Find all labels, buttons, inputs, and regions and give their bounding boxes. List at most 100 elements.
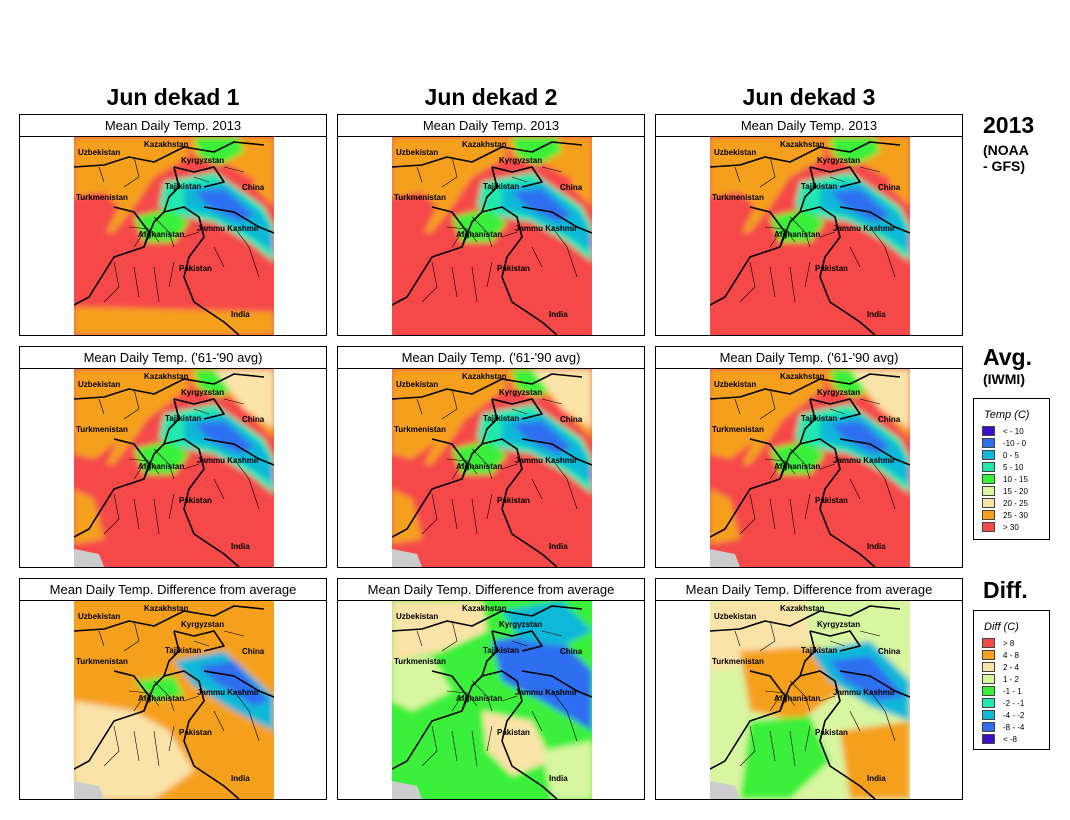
map-label-tajikistan: Tajikistan bbox=[483, 414, 519, 423]
legend-swatch bbox=[982, 450, 995, 460]
legend-item: > 8 bbox=[974, 637, 1049, 649]
map-label-tajikistan: Tajikistan bbox=[801, 646, 837, 655]
column-title-dekad-1: Jun dekad 1 bbox=[106, 84, 240, 110]
legend-item: 0 - 5 bbox=[974, 449, 1049, 461]
row-label-diff: Diff. bbox=[983, 577, 1028, 604]
temperature-map: Kazakhstan Uzbekistan Kyrgyzstan Tajikistan… bbox=[392, 137, 592, 335]
legend-label: -8 - -4 bbox=[1003, 722, 1025, 732]
legend-item: 15 - 20 bbox=[974, 485, 1049, 497]
panel-title: Mean Daily Temp. Difference from average bbox=[338, 579, 644, 601]
map-label-china: China bbox=[560, 183, 583, 192]
map-label-kazakhstan: Kazakhstan bbox=[144, 140, 189, 149]
map-label-kazakhstan: Kazakhstan bbox=[462, 140, 507, 149]
map-label-china: China bbox=[242, 183, 265, 192]
legend-label: > 8 bbox=[1003, 638, 1015, 648]
map-label-tajikistan: Tajikistan bbox=[165, 414, 201, 423]
map-label-uzbekistan: Uzbekistan bbox=[714, 612, 756, 621]
map-label-kyrgyzstan: Kyrgyzstan bbox=[817, 388, 860, 397]
map-label-kyrgyzstan: Kyrgyzstan bbox=[499, 620, 542, 629]
map-label-afghanistan: Afghanistan bbox=[456, 462, 502, 471]
map-label-afghanistan: Afghanistan bbox=[774, 694, 820, 703]
map-panel-row2-col2: Mean Daily Temp. ('61-'90 avg) Kazakhstan… bbox=[337, 346, 645, 568]
map-label-afghanistan: Afghanistan bbox=[774, 462, 820, 471]
panel-title: Mean Daily Temp. Difference from average bbox=[20, 579, 326, 601]
map-label-china: China bbox=[878, 647, 901, 656]
map-label-pakistan: Pakistan bbox=[815, 264, 848, 273]
map-label-jammu-kashmir: Jammu Kashmir bbox=[833, 456, 895, 465]
map-label-kyrgyzstan: Kyrgyzstan bbox=[181, 156, 224, 165]
map-panel-row3-col3: Mean Daily Temp. Difference from average… bbox=[655, 578, 963, 800]
map-label-jammu-kashmir: Jammu Kashmir bbox=[197, 688, 259, 697]
map-label-kazakhstan: Kazakhstan bbox=[780, 604, 825, 613]
map-label-pakistan: Pakistan bbox=[815, 496, 848, 505]
map-label-turkmenistan: Turkmenistan bbox=[76, 193, 128, 202]
column-title-dekad-2: Jun dekad 2 bbox=[424, 84, 558, 110]
map-label-china: China bbox=[242, 647, 265, 656]
map-label-tajikistan: Tajikistan bbox=[165, 646, 201, 655]
map-panel-row1-col1: Mean Daily Temp. 2013 Kazakhstan Uzbekista… bbox=[19, 114, 327, 336]
legend-label: 4 - 8 bbox=[1003, 650, 1020, 660]
map-label-tajikistan: Tajikistan bbox=[801, 414, 837, 423]
map-label-kyrgyzstan: Kyrgyzstan bbox=[499, 156, 542, 165]
legend-label: 10 - 15 bbox=[1003, 474, 1028, 484]
legend-label: 5 - 10 bbox=[1003, 462, 1024, 472]
legend-swatch bbox=[982, 722, 995, 732]
map-label-jammu-kashmir: Jammu Kashmir bbox=[515, 456, 577, 465]
legend-label: -10 - 0 bbox=[1003, 438, 1027, 448]
legend-label: 20 - 25 bbox=[1003, 498, 1028, 508]
map-label-kyrgyzstan: Kyrgyzstan bbox=[181, 620, 224, 629]
map-label-afghanistan: Afghanistan bbox=[138, 694, 184, 703]
legend-swatch bbox=[982, 486, 995, 496]
map-label-kazakhstan: Kazakhstan bbox=[144, 604, 189, 613]
map-label-jammu-kashmir: Jammu Kashmir bbox=[833, 688, 895, 697]
map-panel-row3-col2: Mean Daily Temp. Difference from average… bbox=[337, 578, 645, 800]
legend-item: 25 - 30 bbox=[974, 509, 1049, 521]
map-label-tajikistan: Tajikistan bbox=[801, 182, 837, 191]
legend-swatch bbox=[982, 638, 995, 648]
legend-item: 4 - 8 bbox=[974, 649, 1049, 661]
map-label-kazakhstan: Kazakhstan bbox=[462, 372, 507, 381]
row-label-2013-source: (NOAA - GFS) bbox=[983, 142, 1029, 174]
panel-title: Mean Daily Temp. 2013 bbox=[20, 115, 326, 137]
map-label-uzbekistan: Uzbekistan bbox=[396, 148, 438, 157]
legend-label: < -8 bbox=[1003, 734, 1018, 744]
column-title-dekad-3: Jun dekad 3 bbox=[742, 84, 876, 110]
map-label-kyrgyzstan: Kyrgyzstan bbox=[499, 388, 542, 397]
legend-swatch bbox=[982, 522, 995, 532]
map-label-kazakhstan: Kazakhstan bbox=[462, 604, 507, 613]
map-label-afghanistan: Afghanistan bbox=[456, 694, 502, 703]
map-label-india: India bbox=[549, 542, 568, 551]
temperature-map: Kazakhstan Uzbekistan Kyrgyzstan Tajikistan… bbox=[392, 601, 592, 799]
legend-swatch bbox=[982, 710, 995, 720]
map-label-tajikistan: Tajikistan bbox=[483, 182, 519, 191]
legend-label: < - 10 bbox=[1003, 426, 1024, 436]
legend-label: -4 - -2 bbox=[1003, 710, 1025, 720]
row-label-avg-title: Avg. bbox=[983, 344, 1032, 370]
legend-swatch bbox=[982, 734, 995, 744]
map-label-india: India bbox=[231, 542, 250, 551]
temperature-map: Kazakhstan Uzbekistan Kyrgyzstan Tajikistan… bbox=[710, 137, 910, 335]
legend-item: 1 - 2 bbox=[974, 673, 1049, 685]
map-label-tajikistan: Tajikistan bbox=[483, 646, 519, 655]
diff-legend: Diff (C) > 8 4 - 8 2 - 4 1 - 2 -1 - 1 -2 - -1… bbox=[973, 610, 1050, 750]
map-label-turkmenistan: Turkmenistan bbox=[394, 657, 446, 666]
row-label-avg: Avg. (IWMI) bbox=[983, 344, 1032, 387]
map-label-kyrgyzstan: Kyrgyzstan bbox=[817, 156, 860, 165]
diff-legend-title: Diff (C) bbox=[984, 621, 1019, 633]
legend-swatch bbox=[982, 674, 995, 684]
row-label-2013: 2013 (NOAA - GFS) bbox=[983, 112, 1034, 174]
map-label-india: India bbox=[549, 310, 568, 319]
temperature-map: Kazakhstan Uzbekistan Kyrgyzstan Tajikistan… bbox=[710, 601, 910, 799]
map-label-tajikistan: Tajikistan bbox=[165, 182, 201, 191]
map-label-uzbekistan: Uzbekistan bbox=[714, 148, 756, 157]
panel-title: Mean Daily Temp. 2013 bbox=[656, 115, 962, 137]
map-label-jammu-kashmir: Jammu Kashmir bbox=[515, 224, 577, 233]
row-label-avg-source: (IWMI) bbox=[983, 371, 1025, 387]
map-label-turkmenistan: Turkmenistan bbox=[76, 425, 128, 434]
legend-label: -1 - 1 bbox=[1003, 686, 1022, 696]
map-panel-row2-col3: Mean Daily Temp. ('61-'90 avg) Kazakhstan… bbox=[655, 346, 963, 568]
legend-swatch bbox=[982, 438, 995, 448]
legend-item: 2 - 4 bbox=[974, 661, 1049, 673]
temp-legend: Temp (C) < - 10 -10 - 0 0 - 5 5 - 10 10 - 15… bbox=[973, 398, 1050, 540]
legend-item: < -8 bbox=[974, 733, 1049, 745]
